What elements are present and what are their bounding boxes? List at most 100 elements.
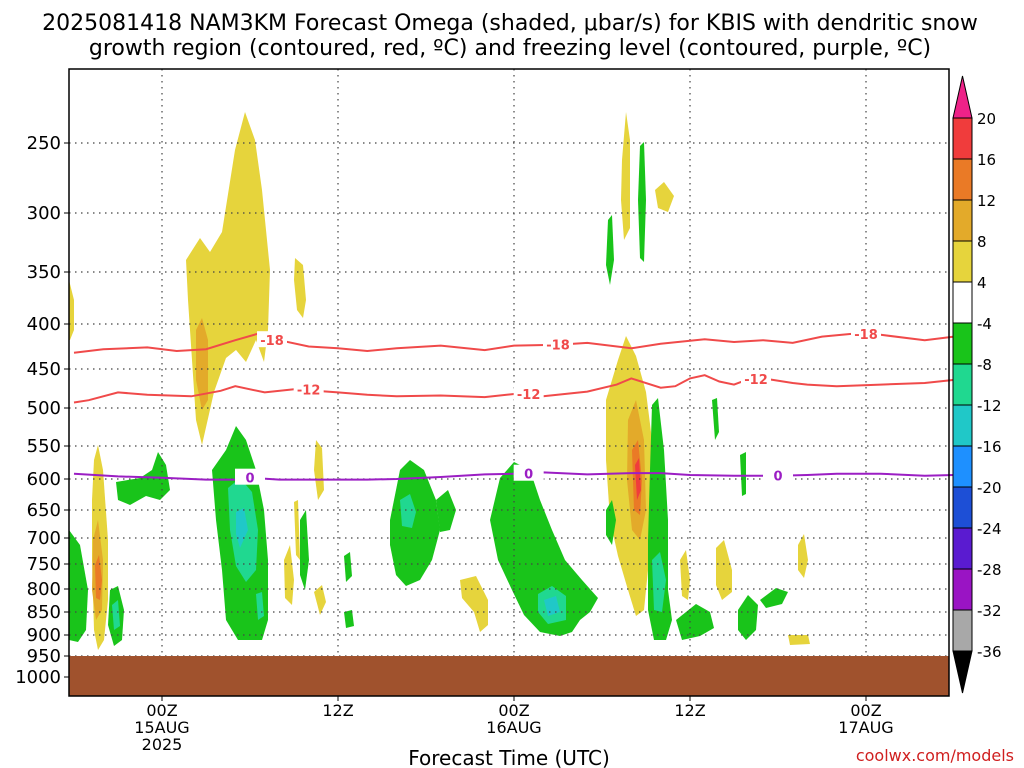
y-tick-label: 650 bbox=[27, 500, 61, 521]
y-tick-label: 350 bbox=[27, 262, 61, 283]
x-tick-date: 15AUG bbox=[134, 718, 189, 737]
omega-region-green bbox=[344, 552, 352, 582]
y-tick-label: 800 bbox=[27, 579, 61, 600]
omega-region-yellow bbox=[798, 534, 808, 578]
y-axis: 2503003504004505005506006507007508008509… bbox=[15, 133, 69, 688]
contour-label: 0 bbox=[773, 470, 782, 485]
colorbar-label: -8 bbox=[977, 356, 992, 374]
omega-region-green bbox=[606, 500, 616, 545]
colorbar-label: -28 bbox=[977, 561, 1002, 579]
credit-text[interactable]: coolwx.com/models bbox=[856, 746, 1014, 765]
colorbar-label: -24 bbox=[977, 520, 1002, 538]
y-tick-label: 750 bbox=[27, 554, 61, 575]
x-tick-year: 2025 bbox=[142, 735, 183, 754]
colorbar-label: -16 bbox=[977, 438, 1002, 456]
colorbar-bottom-arrow bbox=[952, 650, 973, 694]
omega-region-yellow bbox=[680, 550, 690, 600]
grid-lines bbox=[69, 69, 949, 696]
x-tick-date: 16AUG bbox=[486, 718, 541, 737]
colorbar-label: 20 bbox=[977, 110, 996, 128]
x-tick-label: 12Z bbox=[674, 701, 705, 720]
x-axis-title: Forecast Time (UTC) bbox=[408, 746, 610, 768]
contour-line bbox=[73, 331, 955, 354]
omega-region-green bbox=[638, 142, 646, 262]
y-tick-label: 600 bbox=[27, 469, 61, 490]
contour-label-bg bbox=[513, 464, 544, 481]
omega-region-yellow bbox=[314, 440, 324, 500]
omega-region-yellow bbox=[716, 540, 732, 600]
omega-region-yellow bbox=[69, 280, 74, 340]
colorbar-label: 12 bbox=[977, 192, 996, 210]
omega-region-green bbox=[390, 460, 440, 586]
contour-lines: -18 -18 -18 -12 -12 -12 0 0 0 bbox=[73, 324, 955, 487]
omega-region-green bbox=[740, 452, 746, 496]
y-tick-label: 1000 bbox=[15, 667, 61, 688]
omega-region-yellow bbox=[655, 182, 674, 212]
y-tick-label: 300 bbox=[27, 203, 61, 224]
chart-title-line1: 2025081418 NAM3KM Forecast Omega (shaded… bbox=[42, 11, 978, 36]
colorbar-swatch bbox=[952, 117, 973, 160]
omega-region-orange bbox=[196, 318, 208, 410]
y-tick-label: 500 bbox=[27, 398, 61, 419]
contour-label: -18 bbox=[854, 328, 878, 343]
colorbar-swatch bbox=[952, 445, 973, 488]
ground-surface bbox=[69, 656, 949, 696]
omega-region-green bbox=[606, 215, 614, 285]
ground-step bbox=[69, 656, 250, 658]
contour-label: -12 bbox=[744, 373, 768, 388]
x-tick-label: 00Z bbox=[146, 701, 177, 720]
plot-frame bbox=[68, 68, 950, 697]
colorbar-label: 16 bbox=[977, 151, 996, 169]
colorbar-label: -20 bbox=[977, 479, 1002, 497]
colorbar-top-arrow bbox=[952, 75, 973, 119]
omega-region-yellow bbox=[621, 112, 630, 240]
omega-region-green bbox=[490, 462, 598, 636]
colorbar-label: 4 bbox=[977, 274, 987, 292]
contour-label: 0 bbox=[524, 468, 533, 483]
contour-label-bg bbox=[257, 331, 287, 348]
omega-region-cyan bbox=[544, 596, 560, 616]
omega-region-cyan bbox=[236, 508, 248, 548]
omega-region-green bbox=[116, 452, 170, 505]
colorbar-swatch bbox=[952, 281, 973, 324]
contour-label-bg bbox=[851, 324, 881, 341]
y-tick-label: 850 bbox=[27, 602, 61, 623]
colorbar-swatch bbox=[952, 527, 973, 570]
contour-label-bg bbox=[513, 384, 544, 401]
omega-region-green bbox=[760, 588, 788, 608]
colorbar-swatch bbox=[952, 568, 973, 611]
omega-region-red bbox=[635, 458, 641, 500]
colorbar-swatch bbox=[952, 199, 973, 242]
contour-label: -18 bbox=[260, 334, 284, 349]
omega-region-yellow bbox=[314, 585, 326, 615]
chart-title-line2: growth region (contoured, red, ºC) and f… bbox=[89, 36, 931, 61]
x-tick-label: 00Z bbox=[850, 701, 881, 720]
colorbar-swatch bbox=[952, 158, 973, 201]
colorbar-label: -32 bbox=[977, 602, 1002, 620]
omega-region-yellow bbox=[788, 635, 810, 645]
omega-region-yellow bbox=[284, 545, 294, 605]
contour-label: 0 bbox=[245, 472, 254, 487]
omega-region-green bbox=[69, 530, 88, 642]
colorbar-label: -36 bbox=[977, 643, 1002, 661]
omega-region-green bbox=[344, 610, 354, 628]
y-tick-label: 900 bbox=[27, 625, 61, 646]
colorbar-swatch bbox=[952, 363, 973, 406]
omega-region-green bbox=[436, 490, 456, 532]
y-tick-label: 700 bbox=[27, 528, 61, 549]
contour-label: -12 bbox=[297, 383, 321, 398]
colorbar-label: 8 bbox=[977, 233, 987, 251]
plot-area: -18 -18 -18 -12 -12 -12 0 0 0 bbox=[68, 68, 955, 697]
colorbar-label: -4 bbox=[977, 315, 992, 333]
omega-region-teal bbox=[400, 494, 416, 528]
x-tick-label: 00Z bbox=[498, 701, 529, 720]
colorbar-swatch bbox=[952, 609, 973, 652]
y-tick-label: 950 bbox=[27, 646, 61, 667]
contour-label: -18 bbox=[546, 339, 570, 354]
omega-region-green bbox=[300, 510, 309, 590]
y-tick-label: 450 bbox=[27, 359, 61, 380]
x-tick-date: 17AUG bbox=[838, 718, 893, 737]
omega-region-teal bbox=[256, 592, 264, 620]
